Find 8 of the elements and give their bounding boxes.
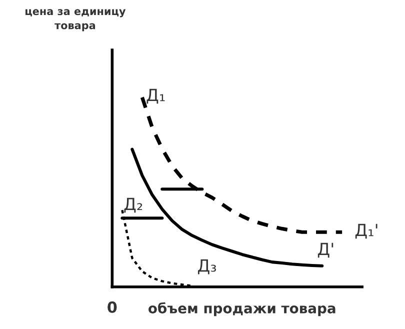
annotation: Д' [318, 242, 334, 258]
text: цена за единицу товара [26, 9, 126, 32]
annotation: Д₃ [198, 259, 216, 274]
text: 0 [108, 301, 117, 313]
annotation: Д₂ [124, 198, 142, 213]
x-axis-title: объем продажи товара [148, 302, 336, 316]
annotation: Д₁ [146, 88, 165, 104]
annotation: Д₁' [355, 224, 378, 239]
